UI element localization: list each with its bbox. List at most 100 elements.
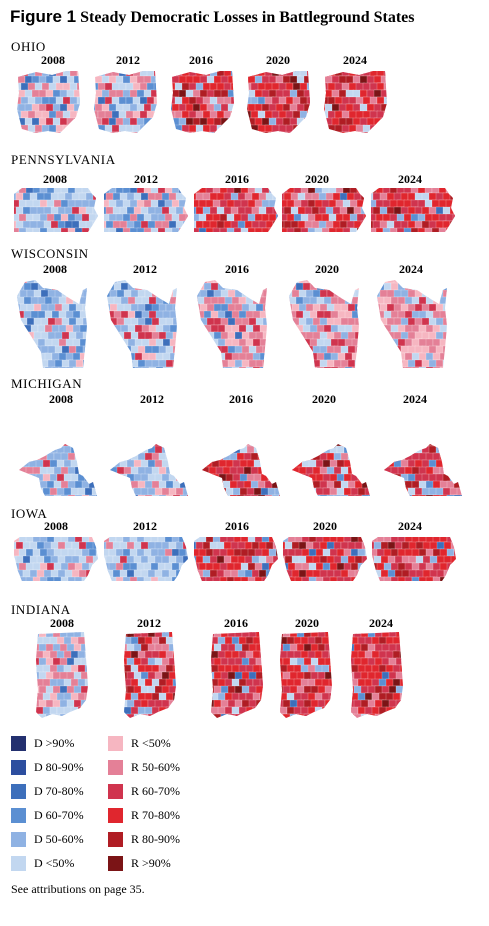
county: [176, 432, 184, 439]
county: [92, 569, 98, 578]
county: [116, 480, 127, 491]
legend-swatch: [11, 832, 26, 847]
county: [442, 345, 447, 355]
county: [197, 280, 203, 286]
county: [139, 124, 150, 133]
county: [372, 446, 373, 454]
county: [384, 425, 394, 433]
county: [365, 418, 373, 427]
county: [32, 548, 41, 558]
county: [194, 227, 201, 232]
county: [452, 213, 455, 224]
county: [43, 418, 53, 427]
county: [226, 404, 234, 411]
county: [247, 110, 252, 119]
county: [383, 124, 387, 133]
county: [245, 366, 254, 368]
county: [219, 404, 226, 412]
legend-swatch: [11, 736, 26, 751]
county: [432, 576, 444, 581]
county: [208, 494, 219, 496]
county: [247, 418, 256, 425]
county: [213, 359, 222, 368]
county: [450, 555, 456, 565]
county: [112, 445, 123, 454]
county: [324, 671, 332, 681]
county: [213, 103, 222, 112]
county: [331, 685, 332, 694]
county: [449, 473, 461, 483]
county: [319, 444, 328, 449]
county: [85, 418, 94, 425]
county-map-ohio-2012: [94, 71, 157, 133]
county: [377, 317, 382, 328]
county: [17, 331, 23, 341]
year-label-ohio-2024: 2024: [343, 53, 367, 67]
county: [399, 636, 403, 645]
county: [344, 366, 354, 368]
county: [202, 425, 211, 432]
county: [432, 338, 441, 347]
county: [17, 345, 23, 355]
county: [19, 459, 24, 470]
county: [85, 569, 95, 578]
legend-label: R >90%: [131, 856, 171, 870]
county: [190, 418, 191, 427]
county-map-indiana-2020: [280, 632, 332, 718]
county: [66, 131, 77, 133]
county: [119, 487, 129, 496]
county: [414, 359, 423, 368]
county: [81, 104, 82, 111]
county: [29, 404, 37, 413]
county: [411, 324, 420, 333]
county: [284, 569, 294, 578]
county: [202, 480, 213, 490]
county: [94, 117, 98, 127]
county: [52, 89, 62, 98]
county: [174, 124, 183, 133]
county: [421, 280, 432, 284]
county: [230, 124, 234, 133]
county: [234, 713, 243, 718]
year-label-indiana-2008: 2008: [50, 616, 74, 630]
county: [429, 404, 436, 411]
county: [67, 576, 76, 581]
county: [275, 404, 283, 413]
county: [258, 555, 267, 565]
county: [450, 404, 460, 413]
county: [306, 124, 310, 133]
county: [230, 206, 239, 215]
county: [386, 487, 397, 496]
county: [302, 418, 309, 426]
county: [51, 310, 60, 319]
county: [216, 425, 226, 432]
county: [180, 411, 189, 418]
county: [244, 425, 254, 433]
county: [110, 425, 118, 432]
county: [87, 643, 88, 653]
county: [292, 411, 299, 418]
county: [298, 452, 307, 463]
county: [165, 494, 174, 496]
county: [68, 280, 79, 285]
county: [310, 657, 319, 666]
county: [53, 548, 63, 558]
county: [379, 345, 389, 354]
county: [44, 296, 53, 306]
county: [254, 548, 264, 558]
county: [322, 487, 331, 496]
county: [45, 117, 55, 126]
legend-label: R 60-70%: [131, 784, 180, 798]
county: [388, 132, 389, 135]
county: [205, 404, 212, 412]
county: [89, 425, 97, 433]
county: [368, 480, 370, 489]
footnote: See attributions on page 35.: [11, 882, 145, 896]
county: [340, 444, 349, 448]
county: [324, 117, 328, 127]
county: [180, 360, 181, 368]
county: [92, 432, 100, 441]
county: [244, 411, 253, 419]
county: [33, 425, 40, 432]
county: [204, 487, 215, 496]
